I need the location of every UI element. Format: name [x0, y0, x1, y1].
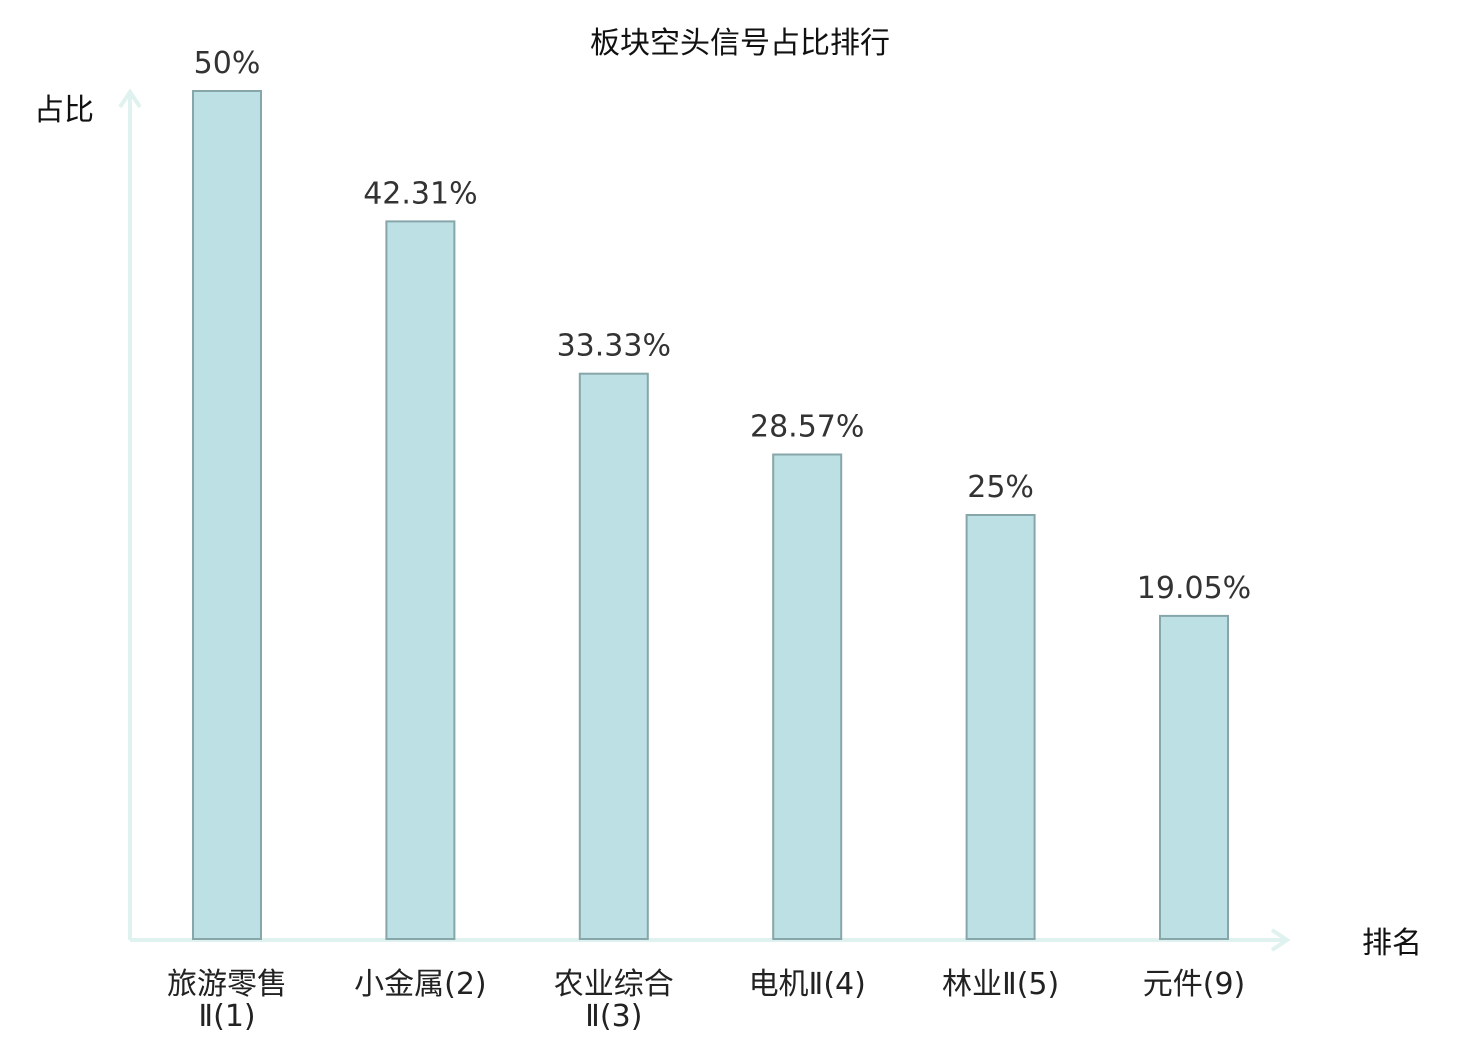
y-axis-arrowhead: [118, 88, 142, 109]
y-axis-label: 占比: [34, 93, 94, 128]
chart-title: 板块空头信号占比排行: [590, 26, 890, 61]
category-label: 林业Ⅱ(5): [942, 967, 1059, 1002]
value-labels-group: 50% 42.31% 33.33% 28.57% 25% 19.05%: [194, 46, 1252, 606]
bar-value-label: 19.05%: [1137, 571, 1251, 606]
bar: [192, 90, 262, 940]
bar-value-label: 28.57%: [750, 410, 864, 445]
category-label: 小金属(2): [354, 967, 487, 1002]
bar: [385, 220, 456, 940]
category-label: 元件(9): [1143, 967, 1246, 1002]
bar-value-label: 25%: [967, 470, 1034, 505]
bar-value-label: 50%: [194, 46, 261, 81]
category-label: 农业综合: [554, 967, 674, 1002]
x-axis-arrowhead: [1270, 928, 1291, 952]
category-label: Ⅱ(3): [585, 999, 642, 1034]
x-axis: [130, 928, 1291, 952]
bar: [578, 372, 649, 940]
category-label: 旅游零售: [167, 967, 287, 1002]
bar: [965, 514, 1036, 940]
bar-value-label: 33.33%: [557, 329, 671, 364]
bars-group: [192, 90, 1229, 941]
y-axis: [118, 88, 142, 940]
x-axis-label: 排名: [1362, 926, 1422, 961]
category-label: Ⅱ(1): [198, 999, 255, 1034]
category-label: 电机Ⅱ(4): [749, 967, 866, 1002]
bar-value-label: 42.31%: [363, 176, 477, 211]
bar: [772, 453, 843, 940]
bar: [1159, 614, 1229, 941]
